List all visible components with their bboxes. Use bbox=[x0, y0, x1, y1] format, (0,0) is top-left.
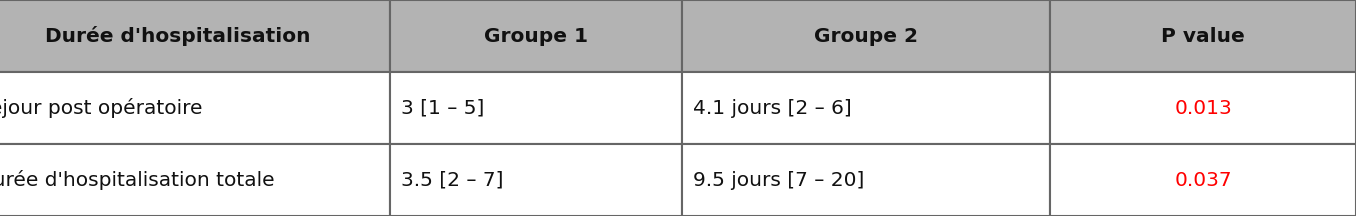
Text: Groupe 2: Groupe 2 bbox=[814, 27, 918, 46]
Text: Durée d'hospitalisation totale: Durée d'hospitalisation totale bbox=[0, 170, 274, 190]
Text: 0.037: 0.037 bbox=[1174, 170, 1231, 189]
Bar bbox=[682, 144, 1050, 216]
Text: 0.013: 0.013 bbox=[1174, 98, 1233, 118]
Bar bbox=[391, 0, 682, 72]
Bar bbox=[1050, 72, 1356, 144]
Bar bbox=[1050, 144, 1356, 216]
Bar bbox=[682, 0, 1050, 72]
Text: 3 [1 – 5]: 3 [1 – 5] bbox=[401, 98, 484, 118]
Bar bbox=[0, 144, 391, 216]
Bar bbox=[391, 72, 682, 144]
Text: Séjour post opératoire: Séjour post opératoire bbox=[0, 98, 202, 118]
Text: 9.5 jours [7 – 20]: 9.5 jours [7 – 20] bbox=[693, 170, 864, 189]
Text: 3.5 [2 – 7]: 3.5 [2 – 7] bbox=[401, 170, 503, 189]
Bar bbox=[0, 72, 391, 144]
Bar bbox=[391, 144, 682, 216]
Text: Durée d'hospitalisation: Durée d'hospitalisation bbox=[45, 26, 311, 46]
Text: Groupe 1: Groupe 1 bbox=[484, 27, 589, 46]
Bar bbox=[1050, 0, 1356, 72]
Text: P value: P value bbox=[1161, 27, 1245, 46]
Bar bbox=[0, 0, 391, 72]
Text: 4.1 jours [2 – 6]: 4.1 jours [2 – 6] bbox=[693, 98, 852, 118]
Bar bbox=[682, 72, 1050, 144]
